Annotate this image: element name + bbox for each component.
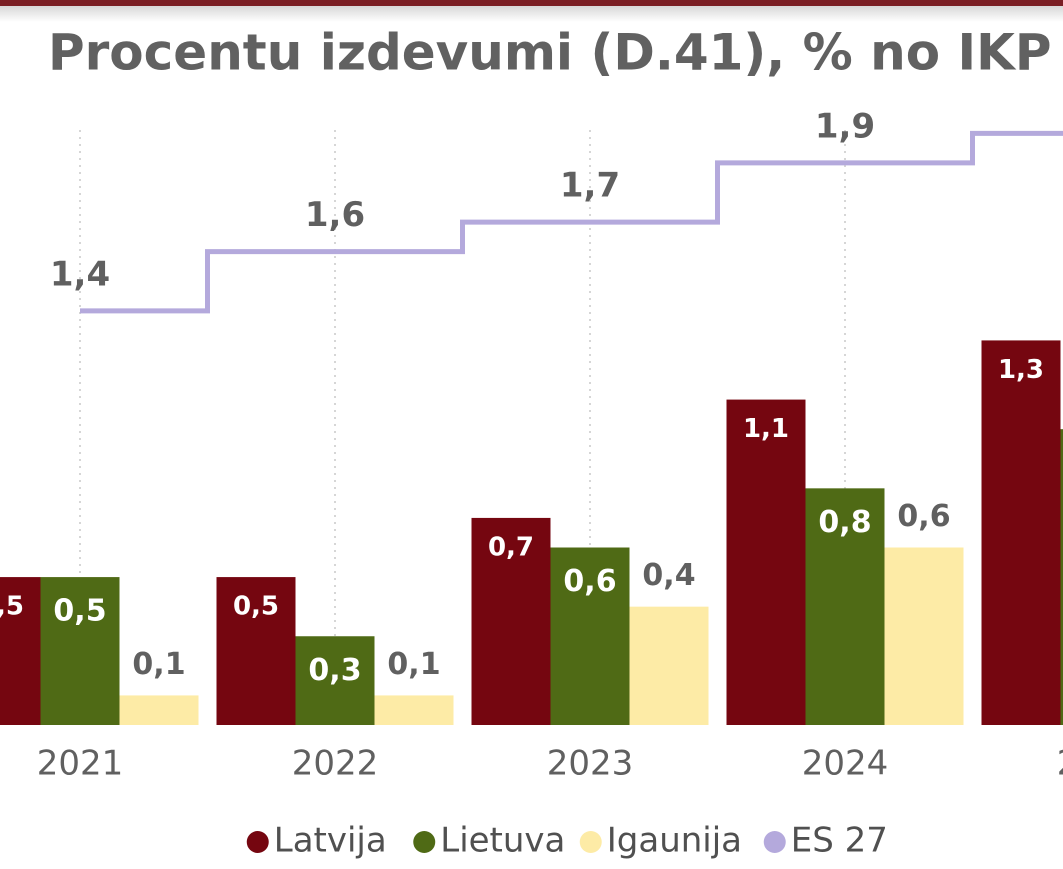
bar: [884, 547, 964, 725]
bar: [629, 606, 709, 725]
legend-label: Lietuva: [440, 821, 565, 861]
legend-label: Igaunija: [607, 821, 742, 861]
legend-marker: [246, 831, 269, 853]
data-label: 1,9: [815, 106, 875, 146]
data-label: 0,8: [818, 505, 871, 540]
data-label: 1,7: [560, 166, 620, 206]
legend-marker: [579, 831, 602, 853]
bar: [119, 695, 199, 725]
x-tick-label: 2023: [547, 744, 634, 784]
data-label: 1,3: [998, 355, 1044, 385]
data-label: 0,5: [0, 592, 24, 622]
legend: Latvija Lietuva Igaunija ES 27: [246, 821, 888, 861]
x-tick-label: 2024: [802, 744, 889, 784]
bar: [471, 517, 551, 725]
data-label: 1,4: [50, 254, 110, 294]
bar: [0, 577, 41, 725]
legend-label: ES 27: [791, 821, 888, 861]
x-tick-label: 2021: [37, 744, 124, 784]
bar: [374, 695, 454, 725]
bar: [295, 636, 375, 725]
data-label: 0,7: [488, 532, 534, 562]
data-label: 1,1: [743, 414, 789, 444]
bar: [805, 488, 885, 725]
header-band: [0, 0, 1063, 6]
bar: [216, 577, 296, 725]
plot: 2021 2022 2023 2024 2025 0,5 0,5 0,7 1,1 1,3 0,5 0,…: [0, 106, 1063, 784]
legend-label: Latvija: [274, 821, 387, 861]
chart-title: Procentu izdevumi (D.41), % no IKP: [48, 24, 1052, 82]
data-label: 0,5: [233, 592, 279, 622]
data-label: 0,6: [897, 499, 950, 534]
bar: [40, 577, 120, 725]
data-label: 1,6: [305, 195, 365, 235]
data-label: 0,3: [308, 653, 361, 688]
step-line: [80, 130, 1063, 314]
bar: [550, 547, 630, 725]
data-label: 0,4: [642, 558, 695, 593]
data-label: 0,6: [563, 564, 616, 599]
x-tick-label: 2025: [1057, 744, 1063, 784]
data-label: 0,1: [387, 647, 440, 682]
data-label: 0,1: [132, 647, 185, 682]
x-tick-label: 2022: [292, 744, 379, 784]
bar: [981, 340, 1061, 725]
legend-marker: [763, 831, 786, 853]
data-label: 0,5: [53, 594, 106, 629]
legend-marker: [413, 831, 436, 853]
bar: [1060, 429, 1063, 725]
bar: [726, 399, 806, 725]
